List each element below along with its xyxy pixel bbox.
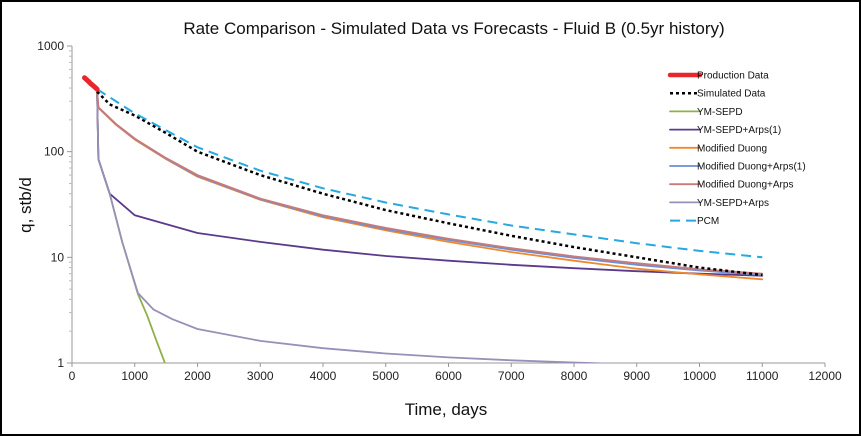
x-tick-label: 1000 [121,369,148,383]
x-tick-label: 5000 [372,369,399,383]
legend-label: PCM [697,216,719,227]
series-line-ym-sepd-arps [96,90,607,363]
plot-area [71,46,825,364]
y-tick-label: 1000 [37,39,64,53]
series-line-ym-sepd [96,90,166,363]
series-line-modified-duong-arps [96,90,764,275]
x-ticks: 0 1000 2000 3000 4000 5000 6000 7000 8000 9000 100… [69,363,842,383]
y-tick-label: 10 [51,250,65,264]
series-line-simulated-data [96,90,763,277]
series-line-production-data [82,75,100,92]
y-ticks: 1 10 100 1000 [37,39,72,370]
legend-label: Modified Duong [697,143,767,154]
y-tick-label: 1 [57,356,64,370]
x-tick-label: 0 [69,369,76,383]
y-axis-title: q, stb/d [16,177,35,233]
legend-label: Simulated Data [697,89,766,100]
x-axis-title: Time, days [405,400,488,419]
x-tick-label: 10000 [683,369,717,383]
y-tick-label: 100 [44,145,64,159]
series-line-pcm [96,88,763,259]
x-tick-label: 4000 [310,369,337,383]
series-line-modified-duong-arps-1 [96,90,764,276]
x-tick-label: 2000 [184,369,211,383]
x-tick-label: 3000 [247,369,274,383]
chart-legend: Production Data Simulated Data YM-SEPD YM-S… [667,71,806,227]
x-tick-label: 9000 [623,369,650,383]
x-tick-label: 12000 [808,369,842,383]
chart-title: Rate Comparison - Simulated Data vs Fore… [183,19,724,38]
legend-label: YM-SEPD+Arps [697,198,769,209]
x-tick-label: 7000 [498,369,525,383]
legend-label: YM-SEPD [697,107,743,118]
legend-label: Modified Duong+Arps [697,180,793,191]
x-tick-label: 8000 [561,369,588,383]
legend-label: Production Data [697,71,769,82]
series-line-ym-sepd-arps-1 [96,90,764,277]
series-layer [82,75,764,363]
series-line-modified-duong [96,90,764,281]
legend-label: Modified Duong+Arps(1) [697,162,806,173]
x-tick-label: 6000 [435,369,462,383]
x-tick-label: 11000 [746,369,779,383]
legend-label: YM-SEPD+Arps(1) [697,125,781,136]
